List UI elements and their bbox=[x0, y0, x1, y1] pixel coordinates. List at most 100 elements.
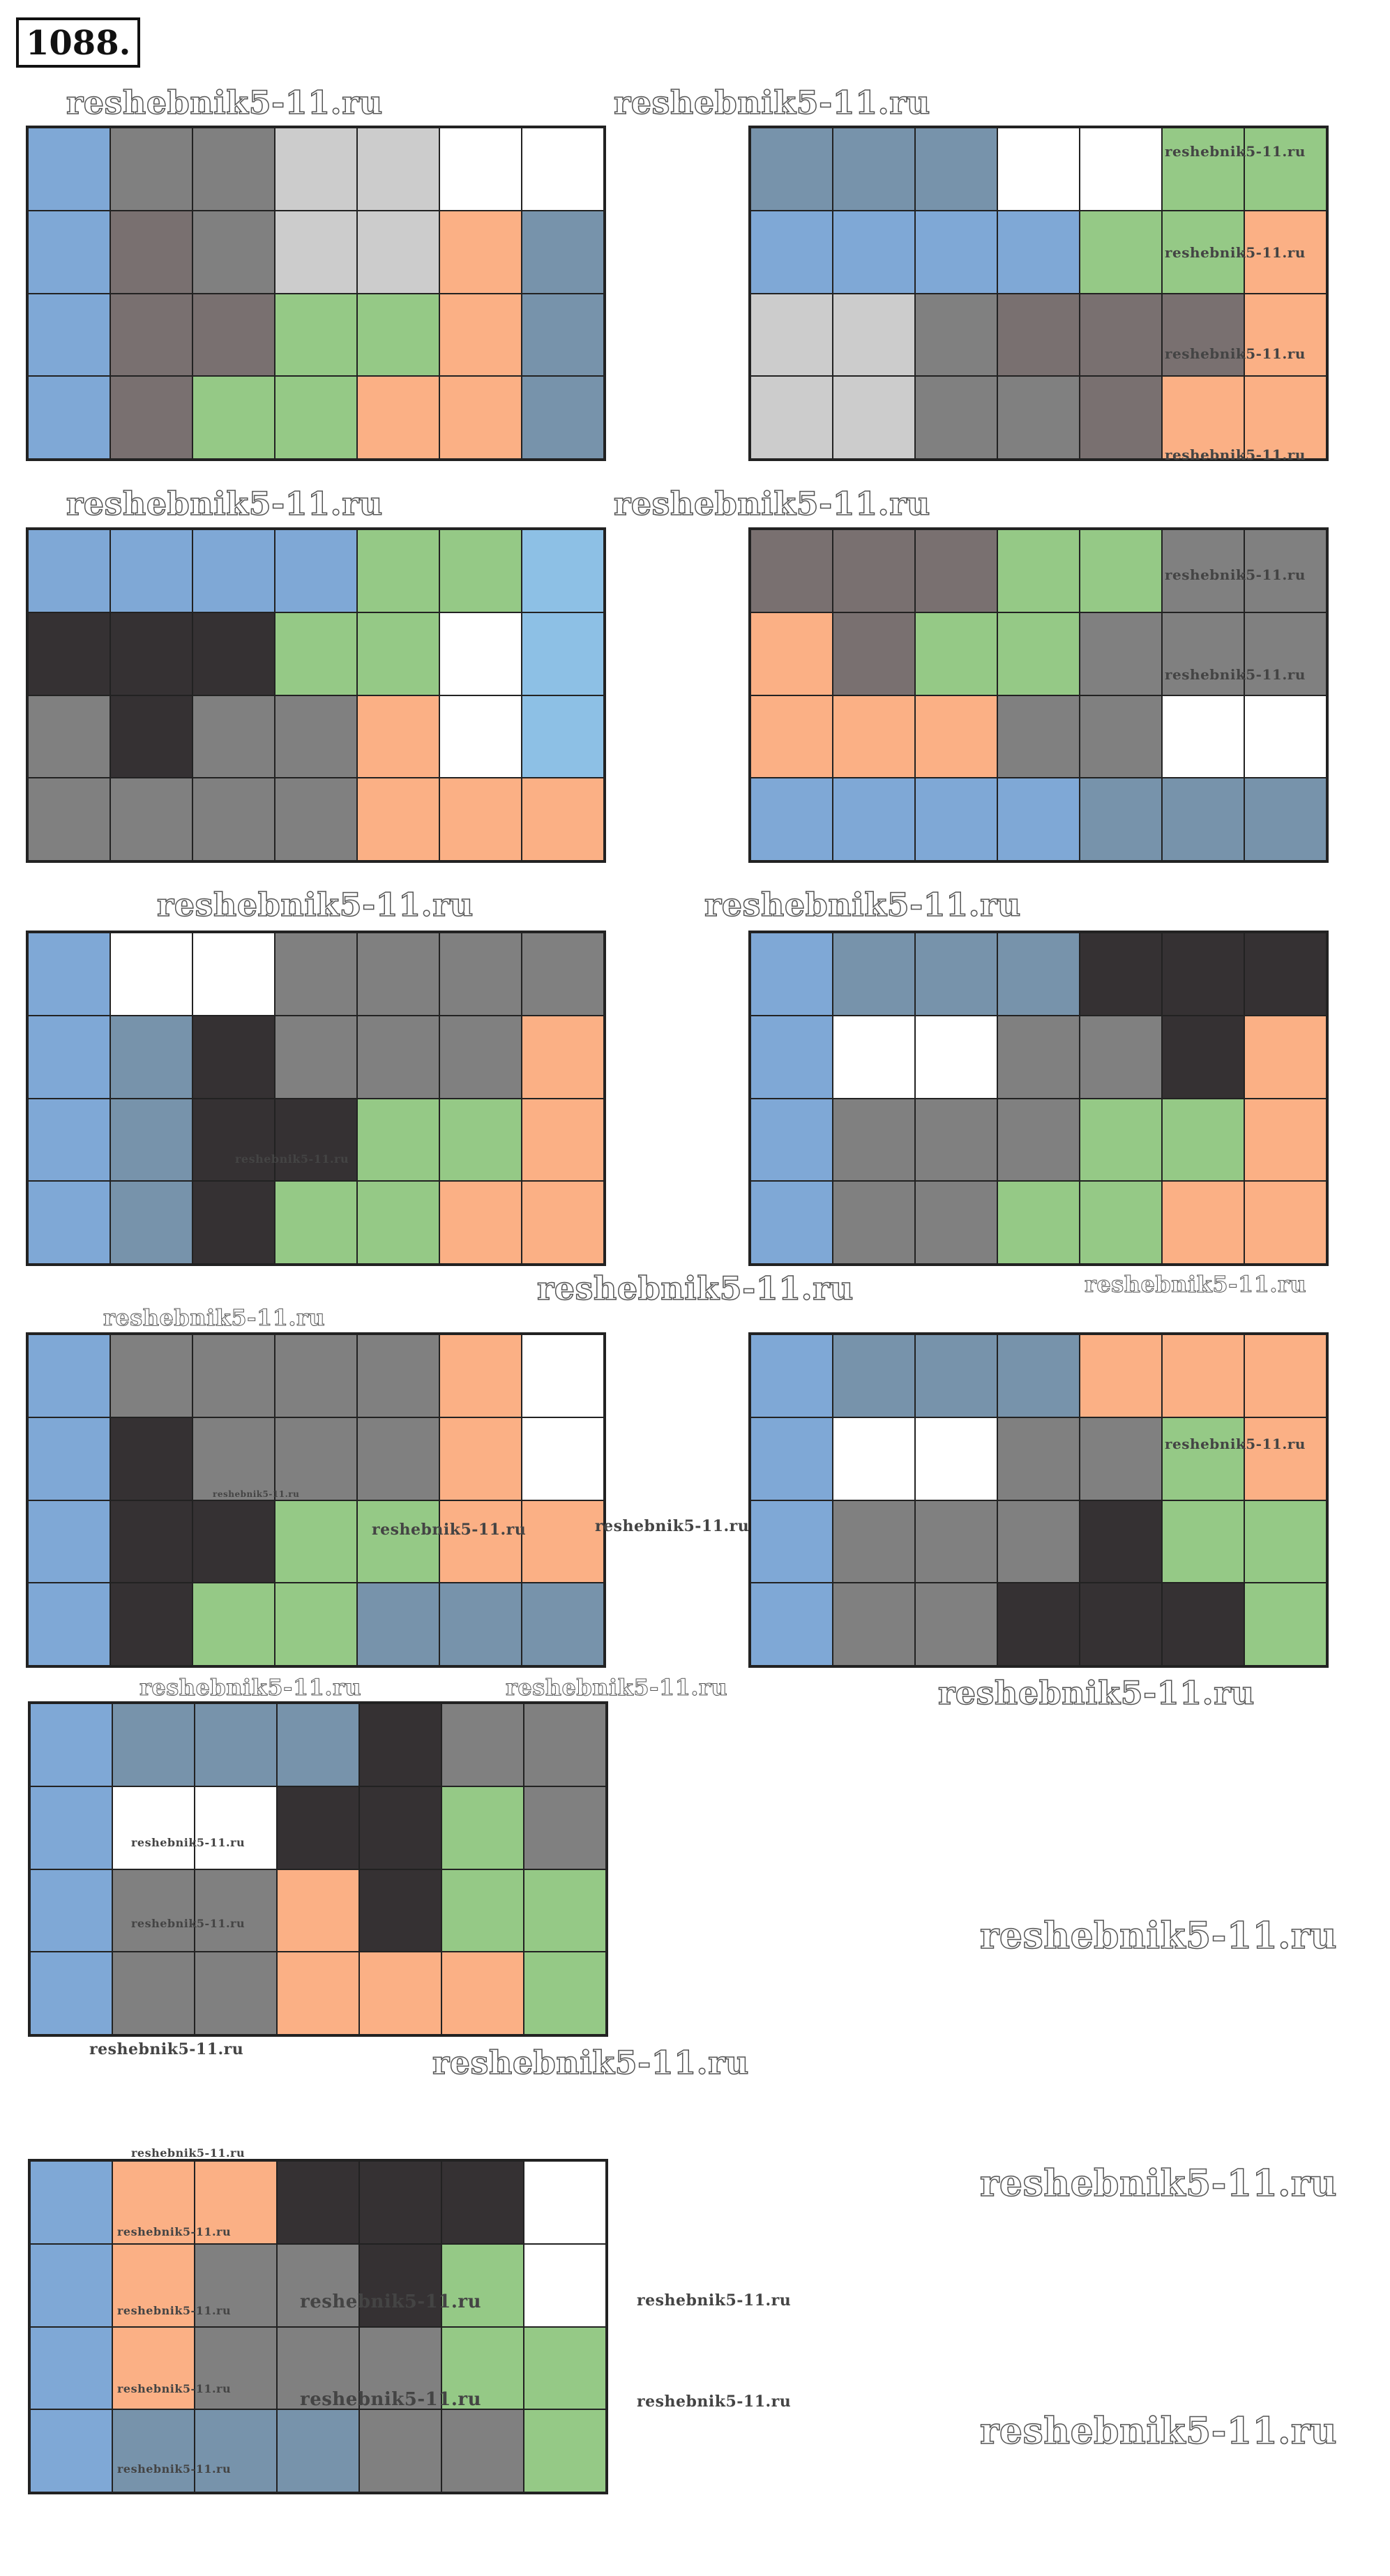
grid-cell bbox=[1080, 612, 1162, 695]
grid-cell bbox=[110, 1334, 192, 1417]
grid-cell bbox=[1080, 1098, 1162, 1182]
grid-cell bbox=[357, 1181, 439, 1264]
grid-cell bbox=[28, 1098, 110, 1182]
color-grid-4 bbox=[748, 527, 1329, 863]
grid-cell bbox=[275, 1015, 357, 1099]
grid-cell bbox=[28, 1500, 110, 1583]
grid-cell bbox=[1244, 1583, 1327, 1666]
grid-cell bbox=[192, 778, 275, 861]
grid-cell bbox=[1244, 210, 1327, 294]
grid-cell bbox=[997, 695, 1080, 778]
grid-cell bbox=[275, 376, 357, 459]
grid-cell bbox=[192, 1181, 275, 1264]
watermark-text: reshebnik5-11.ru bbox=[117, 2304, 232, 2317]
grid-cell bbox=[522, 293, 604, 377]
grid-cell bbox=[522, 1417, 604, 1500]
grid-cell bbox=[275, 612, 357, 695]
color-grid-9 bbox=[28, 1701, 608, 2037]
grid-cell bbox=[30, 2243, 112, 2327]
grid-cell bbox=[1244, 778, 1327, 861]
watermark-text: reshebnik5-11.ru bbox=[300, 2291, 482, 2312]
grid-cell bbox=[915, 1181, 997, 1264]
grid-cell bbox=[524, 1703, 606, 1786]
watermark-text: reshebnik5-11.ru bbox=[1084, 1271, 1307, 1298]
grid-cell bbox=[357, 1583, 439, 1666]
grid-cell bbox=[833, 529, 915, 612]
grid-cell bbox=[1080, 1417, 1162, 1500]
watermark-text: reshebnik5-11.ru bbox=[505, 1674, 728, 1701]
grid-cell bbox=[110, 1417, 192, 1500]
grid-cell bbox=[28, 1583, 110, 1666]
grid-cell bbox=[1162, 1500, 1244, 1583]
grid-cell bbox=[1244, 1181, 1327, 1264]
color-grid-2 bbox=[748, 126, 1329, 461]
grid-cell bbox=[30, 1786, 112, 1869]
grid-cell bbox=[997, 1181, 1080, 1264]
grid-cell bbox=[997, 1583, 1080, 1666]
grid-cell bbox=[441, 1869, 524, 1952]
grid-cell bbox=[359, 1869, 441, 1952]
grid-cell bbox=[359, 2161, 441, 2244]
grid-cell bbox=[359, 2409, 441, 2492]
grid-cell bbox=[357, 1098, 439, 1182]
grid-cell bbox=[192, 210, 275, 294]
grid-cell bbox=[1080, 695, 1162, 778]
grid-cell bbox=[439, 1334, 522, 1417]
grid-cell bbox=[195, 2161, 277, 2244]
grid-cell bbox=[357, 293, 439, 377]
watermark-text: reshebnik5-11.ru bbox=[117, 2225, 232, 2238]
grid-cell bbox=[112, 1952, 195, 2035]
watermark-text: reshebnik5-11.ru bbox=[1165, 143, 1306, 160]
grid-cell bbox=[915, 293, 997, 377]
grid-cell bbox=[277, 2161, 359, 2244]
grid-cell bbox=[1162, 1181, 1244, 1264]
watermark-text: reshebnik5-11.ru bbox=[595, 1517, 750, 1535]
grid-cell bbox=[110, 1098, 192, 1182]
grid-cell bbox=[110, 933, 192, 1016]
grid-cell bbox=[192, 1417, 275, 1500]
grid-cell bbox=[30, 1703, 112, 1786]
grid-cell bbox=[524, 1786, 606, 1869]
watermark-text: reshebnik5-11.ru bbox=[89, 2040, 244, 2058]
watermark-text: reshebnik5-11.ru bbox=[131, 2146, 245, 2160]
grid-cell bbox=[110, 1583, 192, 1666]
grid-cell bbox=[110, 695, 192, 778]
grid-cell bbox=[112, 2326, 195, 2410]
watermark-text: reshebnik5-11.ru bbox=[1165, 1436, 1306, 1452]
grid-cell bbox=[359, 1952, 441, 2035]
grid-cell bbox=[110, 210, 192, 294]
grid-cell bbox=[524, 2161, 606, 2244]
grid-cell bbox=[30, 1952, 112, 2035]
grid-cell bbox=[192, 376, 275, 459]
grid-cell bbox=[522, 1181, 604, 1264]
grid-cell bbox=[195, 2326, 277, 2410]
grid-cell bbox=[195, 1703, 277, 1786]
grid-cell bbox=[833, 1098, 915, 1182]
grid-cell bbox=[522, 1500, 604, 1583]
grid-cell bbox=[1244, 376, 1327, 459]
watermark-text: reshebnik5-11.ru bbox=[536, 1269, 854, 1308]
grid-cell bbox=[997, 376, 1080, 459]
grid-cell bbox=[833, 695, 915, 778]
grid-cell bbox=[275, 293, 357, 377]
grid-cell bbox=[1244, 695, 1327, 778]
grid-cell bbox=[1162, 778, 1244, 861]
grid-cell bbox=[750, 1015, 833, 1099]
grid-cell bbox=[833, 1181, 915, 1264]
watermark-text: reshebnik5-11.ru bbox=[103, 1304, 326, 1332]
grid-cell bbox=[275, 695, 357, 778]
grid-cell bbox=[750, 1098, 833, 1182]
grid-cell bbox=[750, 1334, 833, 1417]
grid-cell bbox=[192, 1500, 275, 1583]
watermark-text: reshebnik5-11.ru bbox=[213, 1489, 300, 1499]
grid-cell bbox=[441, 1786, 524, 1869]
grid-cell bbox=[357, 1417, 439, 1500]
grid-cell bbox=[359, 2243, 441, 2327]
grid-cell bbox=[28, 778, 110, 861]
grid-cell bbox=[192, 529, 275, 612]
grid-cell bbox=[192, 1098, 275, 1182]
grid-cell bbox=[112, 2161, 195, 2244]
color-grid-1 bbox=[26, 126, 606, 461]
grid-cell bbox=[522, 1098, 604, 1182]
grid-cell bbox=[357, 695, 439, 778]
